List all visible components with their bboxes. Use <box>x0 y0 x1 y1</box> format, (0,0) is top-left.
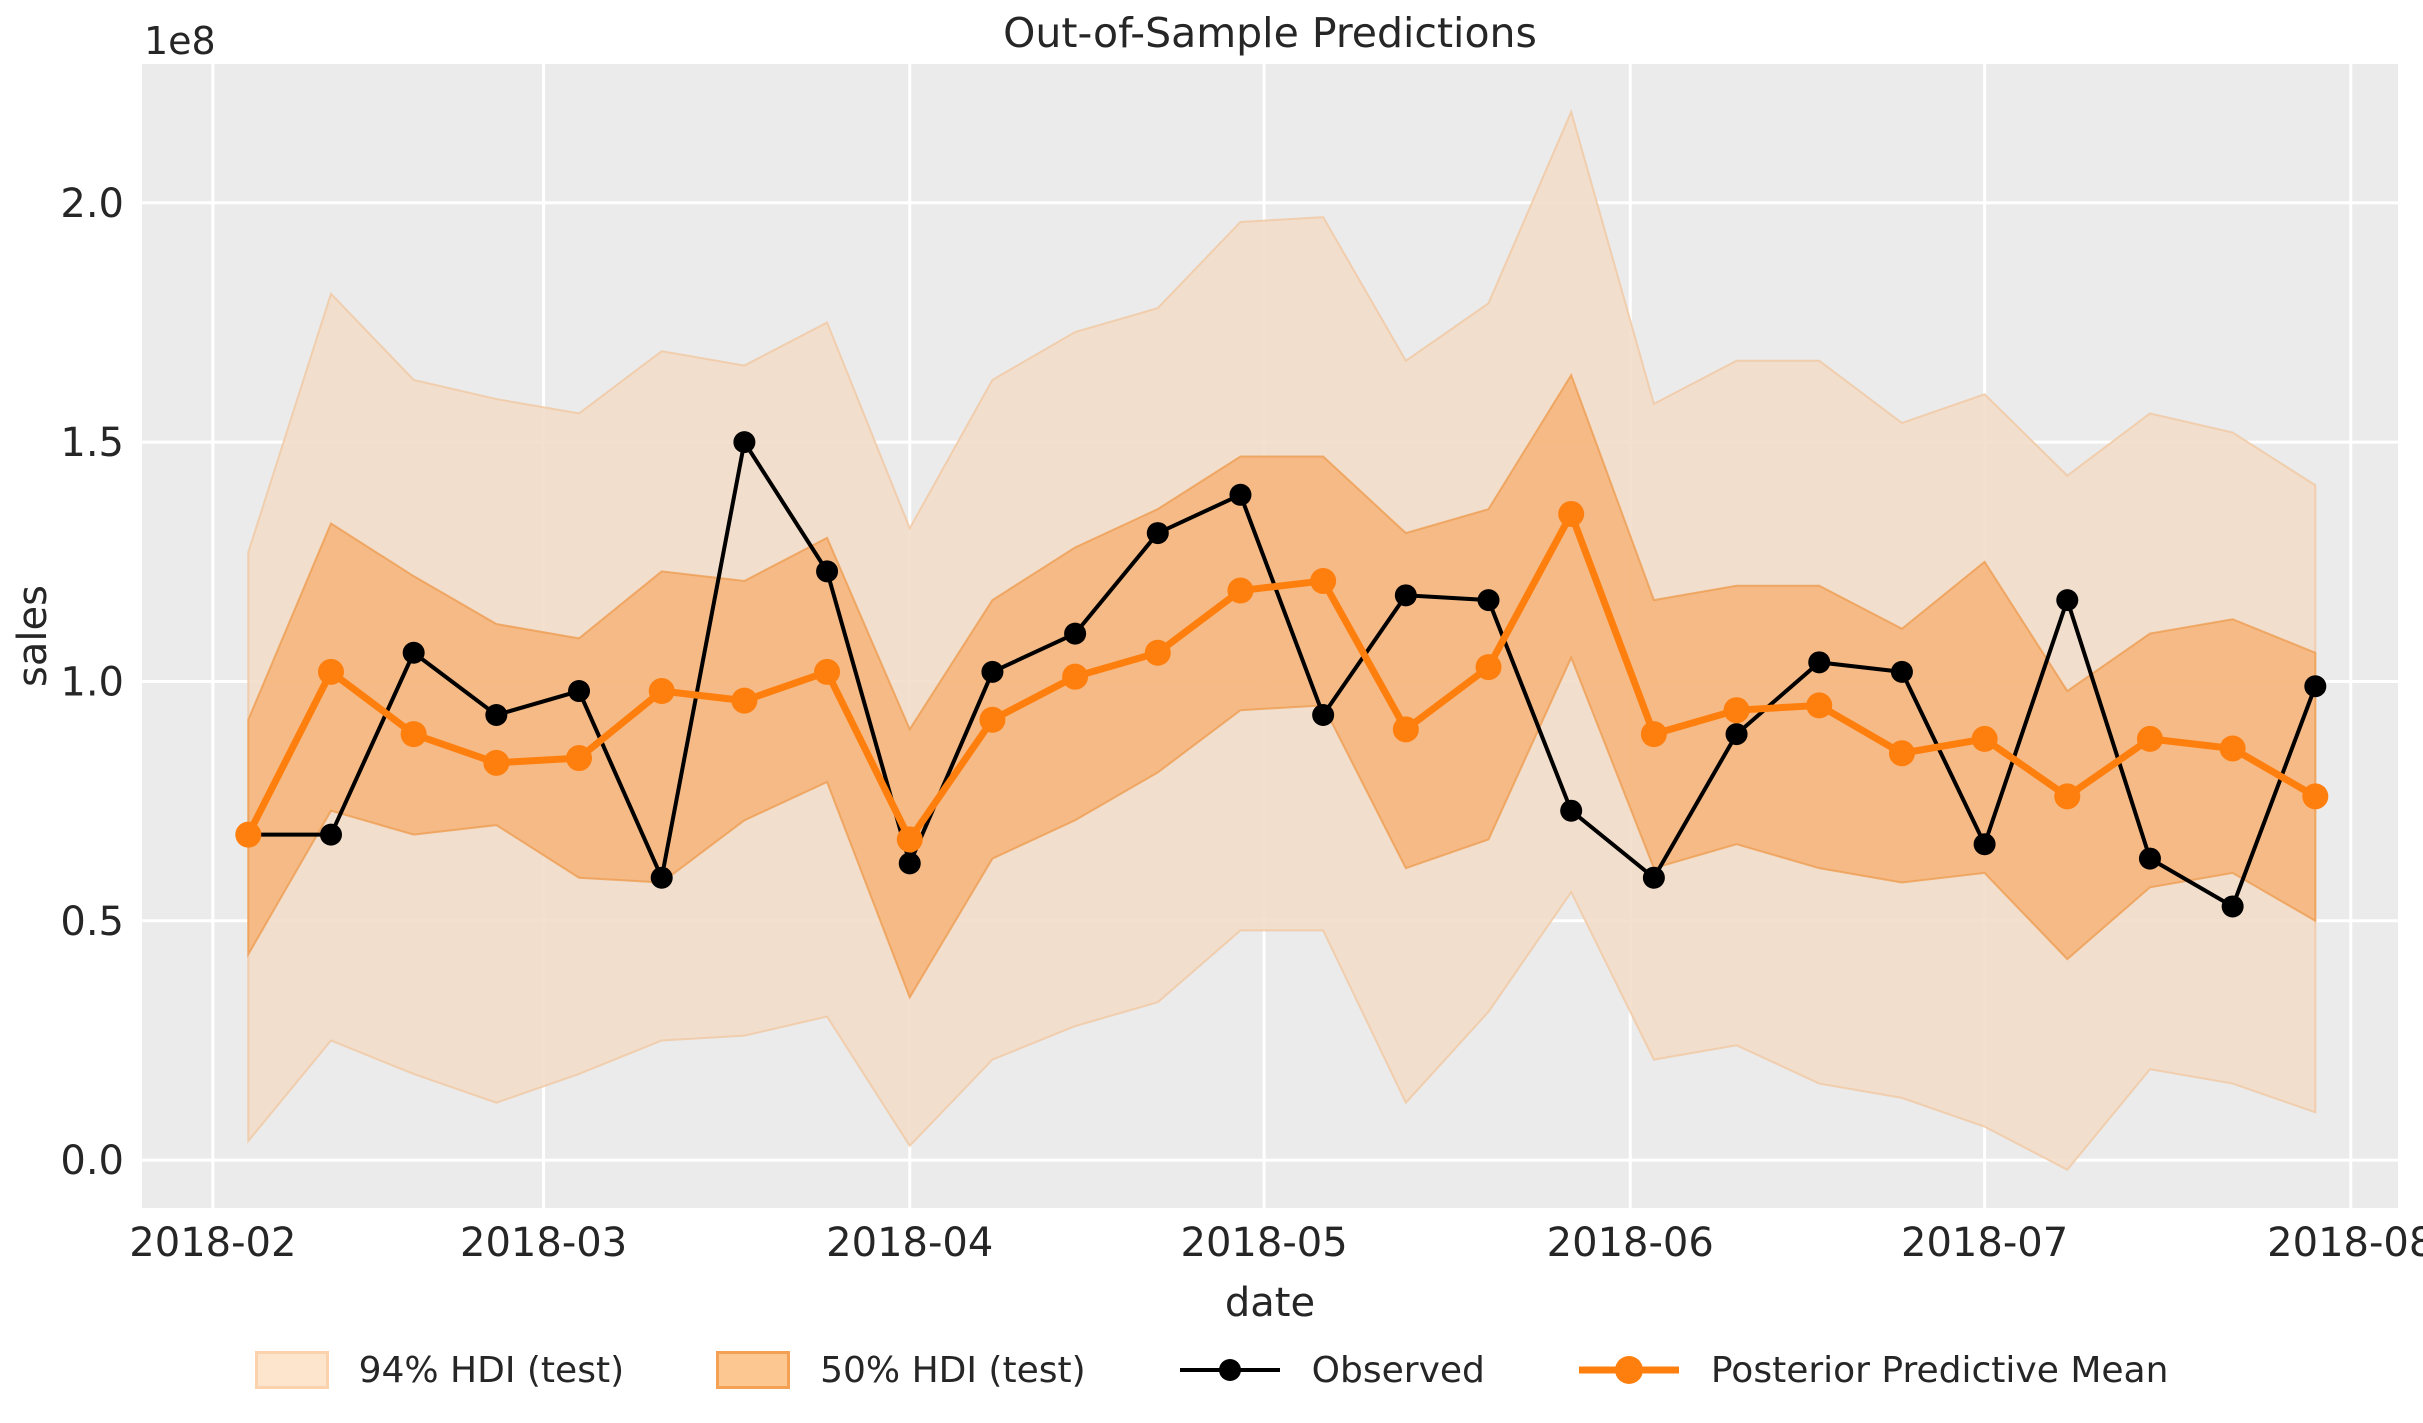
posterior-mean-marker-icon <box>1578 1356 1679 1384</box>
observed-marker <box>1725 723 1748 746</box>
observed-marker <box>1560 799 1583 822</box>
legend-item-94-hdi: 94% HDI (test) <box>254 1349 625 1391</box>
observed-marker <box>981 660 1004 683</box>
posterior-mean-line <box>245 505 2318 847</box>
posterior-mean-marker <box>1723 697 1750 724</box>
posterior-mean-marker <box>731 687 758 714</box>
posterior-mean-marker <box>1062 663 1089 690</box>
chart-title: Out-of-Sample Predictions <box>1003 9 1537 57</box>
posterior-mean-marker <box>1227 577 1254 604</box>
posterior-mean-marker <box>2219 735 2246 762</box>
posterior-mean-marker <box>1475 654 1502 681</box>
posterior-mean-marker <box>1806 692 1833 719</box>
observed-marker <box>1312 703 1335 726</box>
observed-marker <box>402 641 425 664</box>
posterior-mean-marker <box>317 658 344 685</box>
y-axis-offset-label: 1e8 <box>144 19 216 63</box>
observed-marker-icon <box>1179 1359 1280 1381</box>
posterior-mean-marker <box>1558 500 1585 527</box>
posterior-mean-marker <box>814 658 841 685</box>
observed-marker <box>2304 675 2327 698</box>
observed-marker <box>1229 483 1252 506</box>
x-axis-label: date <box>1225 1280 1315 1326</box>
y-axis-label: sales <box>10 585 56 687</box>
observed-marker <box>650 866 673 889</box>
legend-label-observed: Observed <box>1311 1349 1485 1391</box>
observed-marker <box>898 852 921 875</box>
y-tick-label: 0.5 <box>60 899 124 945</box>
observed-line <box>248 436 2318 910</box>
observed-marker <box>1890 660 1913 683</box>
series-lines-layer <box>235 431 2329 918</box>
posterior-mean-marker <box>1888 740 1915 767</box>
hdi-50-band <box>247 372 2317 1000</box>
hdi-94-swatch-icon <box>254 1351 329 1389</box>
posterior-mean-marker <box>483 749 510 776</box>
observed-marker <box>1146 522 1169 545</box>
x-tick-label: 2018-04 <box>826 1220 993 1266</box>
observed-marker <box>568 680 591 703</box>
x-tick-label: 2018-05 <box>1181 1220 1348 1266</box>
legend: 94% HDI (test) 50% HDI (test) Observed P… <box>0 1328 2423 1412</box>
posterior-mean-marker <box>400 721 427 748</box>
y-tick-label: 1.5 <box>60 420 124 466</box>
posterior-mean-marker <box>2136 725 2163 752</box>
legend-label-50-hdi: 50% HDI (test) <box>820 1349 1086 1391</box>
posterior-mean-marker <box>2302 783 2329 810</box>
x-tick-label: 2018-08 <box>2267 1220 2423 1266</box>
posterior-mean-marker <box>1144 639 1171 666</box>
y-tick-label: 2.0 <box>60 181 124 227</box>
hdi-50-swatch-icon <box>716 1351 791 1389</box>
legend-item-posterior-mean: Posterior Predictive Mean <box>1577 1349 2169 1391</box>
observed-marker <box>1973 833 1996 856</box>
posterior-mean-marker <box>2054 783 2081 810</box>
legend-label-posterior-mean: Posterior Predictive Mean <box>1710 1349 2169 1391</box>
posterior-mean-marker <box>1971 725 1998 752</box>
observed-marker <box>733 431 756 454</box>
posterior-mean-marker <box>1392 716 1419 743</box>
legend-label-94-hdi: 94% HDI (test) <box>358 1349 625 1391</box>
observed-marker <box>1808 651 1831 674</box>
observed-marker <box>1394 584 1417 607</box>
observed-marker <box>485 703 508 726</box>
posterior-mean-marker <box>1310 567 1337 594</box>
y-tick-label: 1.0 <box>60 659 124 705</box>
observed-marker <box>2138 847 2161 870</box>
posterior-mean-marker <box>648 678 675 705</box>
x-tick-label: 2018-02 <box>129 1220 296 1266</box>
x-tick-label: 2018-03 <box>460 1220 627 1266</box>
observed-marker <box>1642 866 1665 889</box>
y-tick-label: 0.0 <box>60 1138 124 1184</box>
tick-labels-layer: 2018-02 2018-03 2018-04 2018-05 2018-06 2018-… <box>60 181 2423 1266</box>
x-tick-label: 2018-06 <box>1547 1220 1714 1266</box>
observed-marker <box>1064 622 1087 645</box>
posterior-mean-marker <box>566 745 593 772</box>
posterior-mean-marker <box>979 706 1006 733</box>
hdi-bands-layer <box>247 108 2317 1171</box>
observed-marker <box>1477 589 1500 612</box>
x-tick-label: 2018-07 <box>1901 1220 2068 1266</box>
legend-item-50-hdi: 50% HDI (test) <box>716 1350 1086 1391</box>
legend-item-observed: Observed <box>1178 1350 1485 1391</box>
observed-marker <box>319 823 342 846</box>
observed-marker <box>2056 589 2079 612</box>
posterior-mean-marker <box>1640 721 1667 748</box>
posterior-mean-marker <box>235 821 262 848</box>
posterior-mean-marker <box>896 826 923 853</box>
observed-marker <box>2221 895 2244 918</box>
observed-marker <box>816 560 839 583</box>
